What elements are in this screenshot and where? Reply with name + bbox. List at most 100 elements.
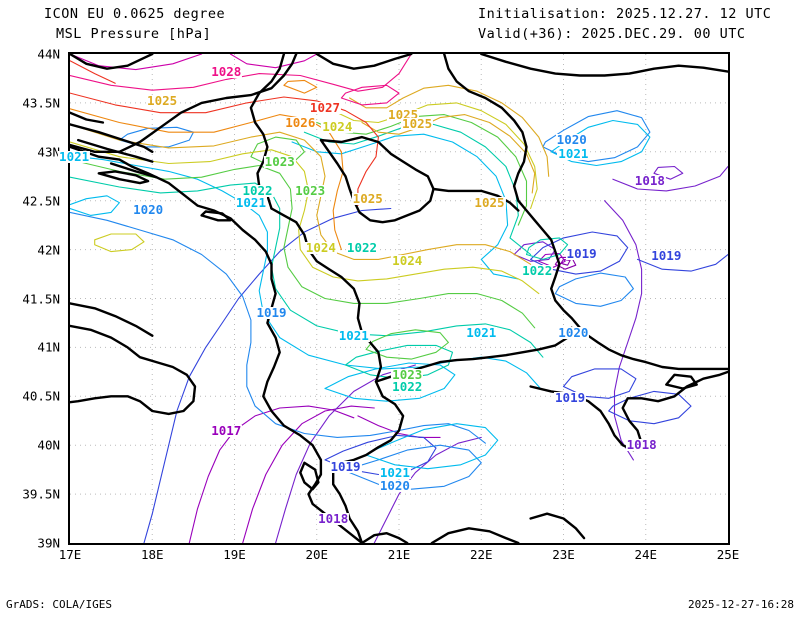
contour-label: 1022	[241, 182, 274, 198]
contour-label: 1026	[284, 115, 317, 131]
national-border	[315, 54, 413, 70]
contour-label: 1020	[557, 324, 590, 340]
contour-label: 1025	[473, 194, 506, 210]
coastline	[97, 170, 150, 185]
contour-1023	[316, 114, 528, 226]
contour-label: 1023	[263, 153, 296, 169]
pressure-contour-map[interactable]	[68, 52, 730, 545]
contour-label: 1022	[345, 239, 379, 255]
y-tick-44N: 44N	[37, 46, 60, 62]
national-border	[319, 135, 435, 224]
contour-1028	[340, 84, 400, 106]
contour-label: 1019	[255, 305, 288, 321]
national-border	[70, 54, 298, 153]
render-timestamp: 2025-12-27-16:28	[688, 598, 794, 611]
x-tick-17E: 17E	[58, 547, 82, 562]
contour-label: 1021	[58, 148, 91, 164]
contour-1020	[542, 110, 651, 163]
valid-time: Valid(+36): 2025.DEC.29. 00 UTC	[478, 26, 746, 42]
contour-1025	[70, 123, 532, 265]
contour-1017	[188, 405, 355, 543]
y-tick-42.5N: 42.5N	[22, 193, 60, 209]
y-tick-40N: 40N	[37, 437, 60, 453]
y-tick-39N: 39N	[37, 535, 60, 551]
initialisation-time: Initialisation: 2025.12.27. 12 UTC	[478, 6, 772, 22]
contour-1024	[332, 102, 538, 210]
contour-1019	[143, 207, 392, 543]
x-tick-21E: 21E	[387, 547, 411, 562]
contour-1026	[283, 79, 318, 94]
coastline	[77, 138, 154, 163]
national-border	[480, 54, 728, 77]
contour-1018	[604, 200, 643, 461]
contour-1020	[70, 211, 486, 444]
contour-label: 1017	[210, 422, 243, 438]
contour-label: 1021	[557, 145, 590, 161]
x-tick-25E: 25E	[716, 547, 740, 562]
coastline	[529, 512, 586, 540]
contour-label: 1021	[234, 194, 267, 210]
contour-1016	[554, 256, 577, 270]
contour-label: 1019	[554, 390, 587, 406]
contour-1022	[70, 176, 544, 358]
coastline	[70, 111, 105, 124]
contour-1023	[365, 329, 449, 360]
contour-1018	[653, 165, 684, 180]
contour-1018	[612, 165, 728, 192]
x-tick-19E: 19E	[223, 547, 246, 562]
x-tick-24E: 24E	[634, 547, 658, 562]
contour-label: 1023	[391, 366, 424, 382]
contour-1017	[242, 405, 375, 543]
coastline	[70, 324, 197, 416]
contour-label: 1023	[294, 182, 327, 198]
coastline	[200, 210, 232, 222]
coastline	[109, 162, 158, 179]
contour-1019	[562, 368, 637, 399]
contour-label: 1028	[210, 63, 243, 79]
coastline	[70, 302, 154, 337]
y-tick-39.5N: 39.5N	[22, 486, 60, 502]
field-title: MSL Pressure [hPa]	[56, 26, 212, 42]
contour-label: 1019	[650, 248, 683, 264]
contour-1022	[525, 237, 569, 260]
contour-1021	[324, 362, 456, 402]
contour-1017	[357, 415, 441, 438]
contour-1018	[373, 436, 482, 543]
national-border	[443, 54, 728, 371]
x-tick-23E: 23E	[552, 547, 575, 562]
credit-text: GrADS: COLA/IGES	[6, 598, 112, 611]
contour-1022	[303, 123, 532, 256]
coastline	[529, 370, 728, 452]
contour-1021	[550, 119, 651, 167]
contour-label: 1020	[132, 202, 165, 218]
contour-1025	[361, 114, 536, 194]
contour-label: 1018	[317, 510, 350, 526]
contour-label: 1019	[565, 246, 598, 262]
contour-label: 1018	[633, 173, 666, 189]
contour-label: 1024	[391, 253, 424, 269]
x-tick-20E: 20E	[305, 547, 329, 562]
contour-label: 1025	[146, 92, 179, 108]
contour-1021	[70, 195, 120, 216]
contour-1019	[530, 231, 629, 275]
contour-label: 1022	[521, 263, 554, 279]
contour-label: 1025	[387, 106, 420, 122]
coastline	[430, 527, 520, 543]
y-tick-40.5N: 40.5N	[22, 388, 60, 404]
model-title: ICON EU 0.0625 degree	[44, 6, 226, 22]
contour-label: 1027	[308, 99, 342, 115]
y-tick-41.5N: 41.5N	[22, 291, 60, 306]
contour-1019	[636, 253, 728, 272]
national-border	[70, 54, 154, 70]
contour-1025	[349, 84, 550, 177]
national-border	[432, 187, 520, 212]
contour-label: 1024	[321, 119, 354, 135]
contour-label: 1018	[625, 437, 658, 453]
contour-1019	[324, 434, 437, 476]
contour-label: 1020	[555, 132, 588, 148]
coastline	[299, 461, 320, 491]
contour-label: 1022	[391, 378, 424, 394]
contour-1020	[554, 272, 634, 307]
y-tick-43N: 43N	[37, 144, 60, 160]
coastline	[70, 123, 154, 153]
